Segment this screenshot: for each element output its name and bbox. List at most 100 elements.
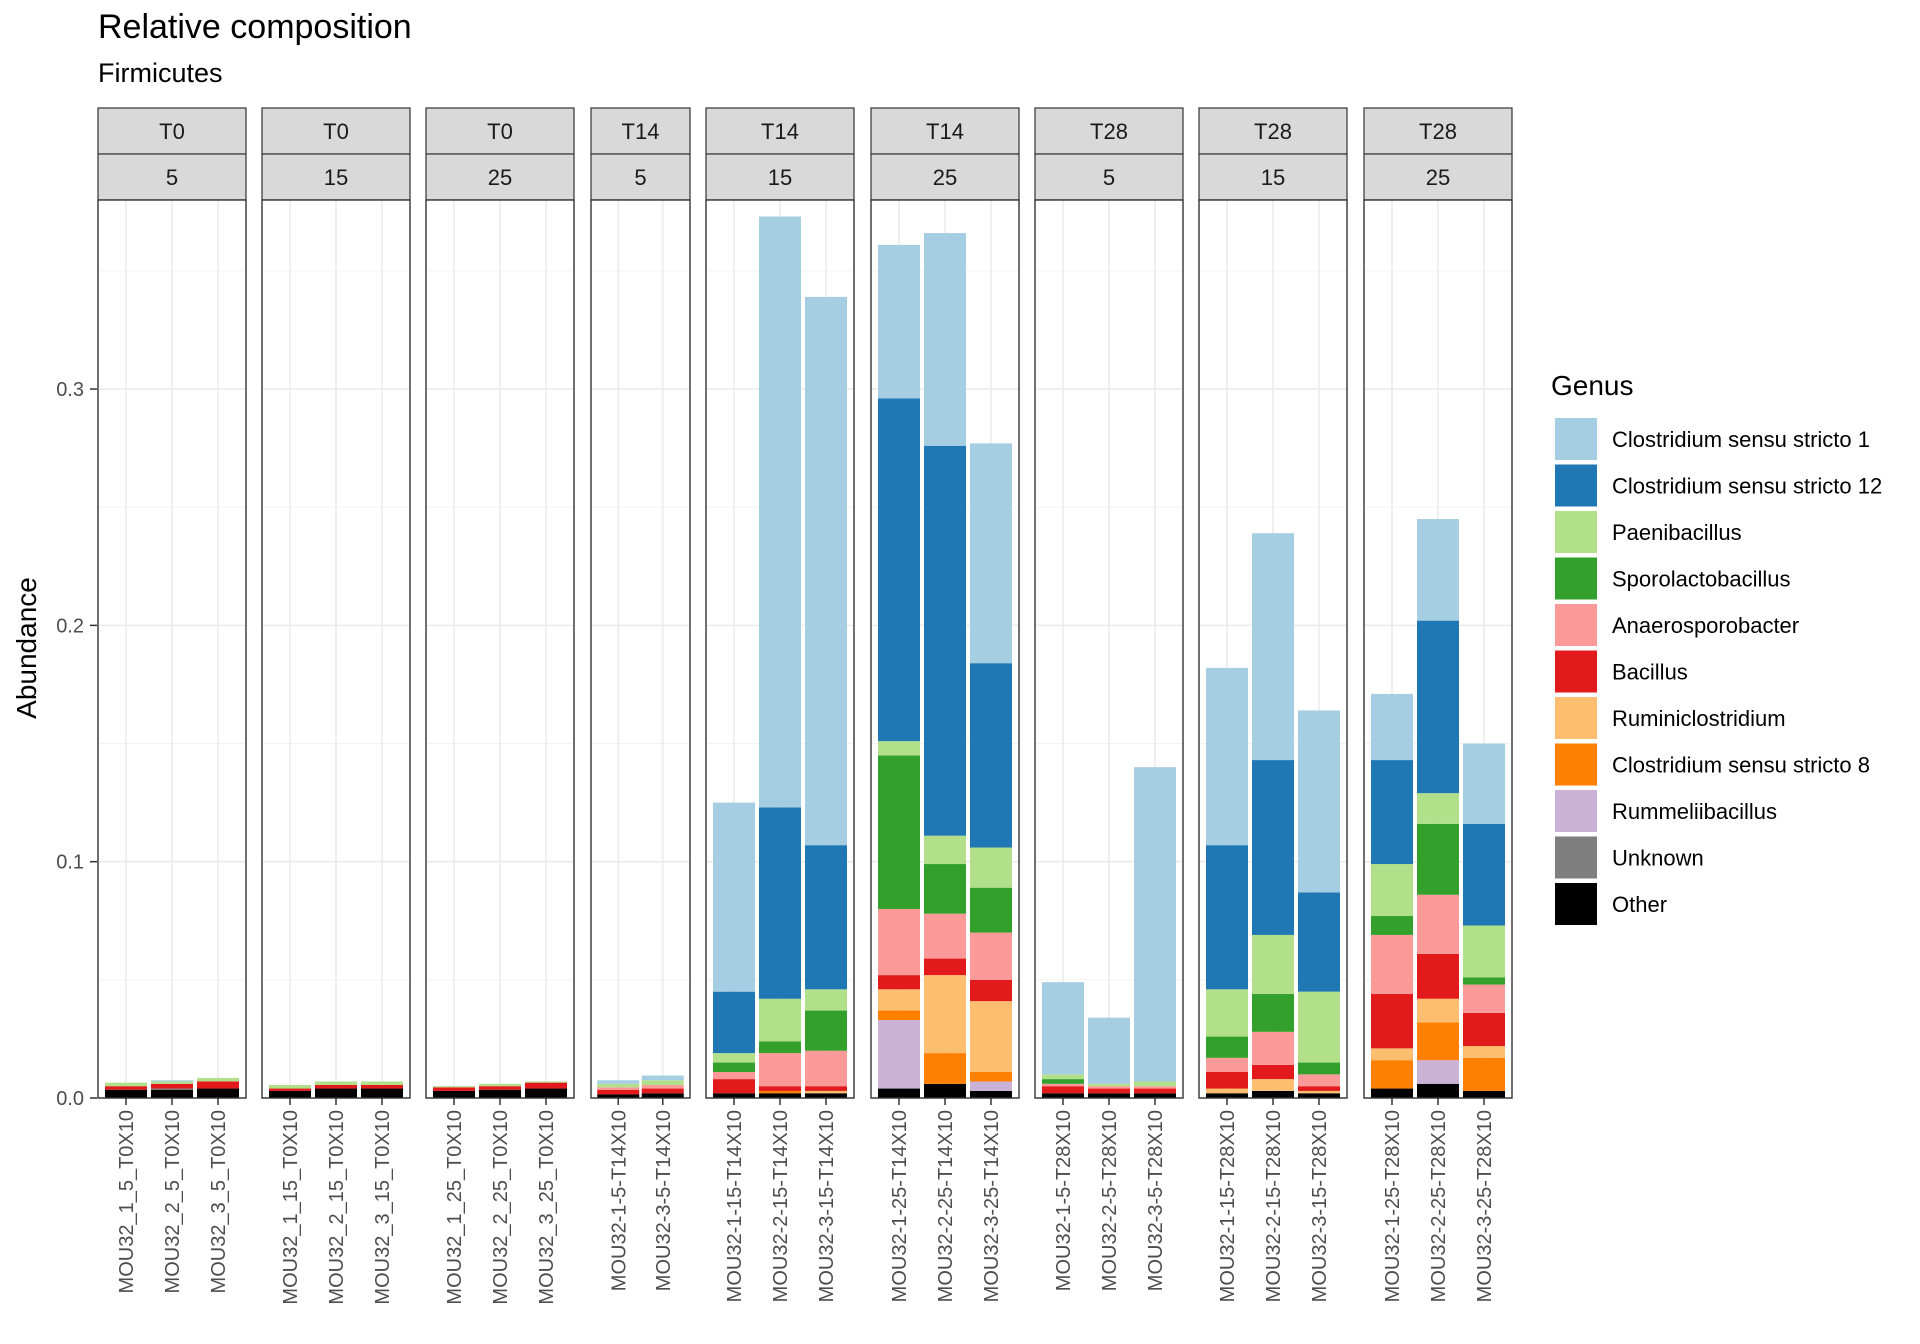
x-tick-label: MOU32-3-5-T28X10 [1145, 1110, 1167, 1291]
bar-segment [713, 1093, 755, 1098]
bar-segment [1088, 1088, 1130, 1094]
panel-border [590, 199, 691, 1099]
facet-strip-temp [870, 153, 1020, 201]
legend-label: Ruminiclostridium [1612, 706, 1786, 731]
bar-segment [1463, 977, 1505, 985]
bar-segment [1134, 1088, 1176, 1094]
x-tick-label: MOU32_1_5_T0X10 [116, 1110, 138, 1293]
bar-segment [1206, 1088, 1248, 1094]
panel-border [1363, 199, 1513, 1099]
legend-swatch [1555, 418, 1597, 460]
facet-strip-temp-label: 25 [933, 165, 957, 190]
bar-segment [1371, 1048, 1413, 1061]
x-tick-label: MOU32_2_25_T0X10 [490, 1110, 512, 1305]
bar-segment [924, 975, 966, 1054]
bar-segment [1042, 1083, 1084, 1087]
facet-strip-time-label: T0 [323, 119, 349, 144]
bar-segment [151, 1080, 193, 1082]
bar-segment [479, 1089, 521, 1098]
facet-strip-time [261, 107, 411, 155]
panel-border [1198, 199, 1348, 1099]
facet-strip-time-label: T28 [1090, 119, 1128, 144]
legend-label: Clostridium sensu stricto 1 [1612, 427, 1870, 452]
facet-strip-temp-label: 15 [324, 165, 348, 190]
legend: Genus Clostridium sensu stricto 1 Clostri… [1551, 370, 1882, 925]
bar-segment [433, 1090, 475, 1098]
x-tick-label: MOU32-2-15-T14X10 [770, 1110, 792, 1302]
facet-strip-temp [705, 153, 855, 201]
x-tick-label: MOU32-2-5-T28X10 [1099, 1110, 1121, 1291]
bar-segment [1134, 1081, 1176, 1087]
bar-segment [1042, 1074, 1084, 1080]
bar-segment [105, 1082, 147, 1087]
x-tick-label: MOU32-3-25-T28X10 [1474, 1110, 1496, 1302]
facet-strip-time [1363, 107, 1513, 155]
bar-segment [525, 1082, 567, 1089]
legend-swatch [1555, 883, 1597, 925]
bar-segment [1417, 1060, 1459, 1084]
facet-strip-temp-label: 5 [166, 165, 178, 190]
bar-segment [970, 1072, 1012, 1082]
legend-label: Bacillus [1612, 660, 1688, 685]
legend-swatch [1555, 511, 1597, 553]
bar-segment [1371, 1060, 1413, 1089]
facet-panel: T14 5 MOU32-1-5-T14X10 MOU32-3-5-T14X10 [590, 107, 691, 1291]
bar-segment [1206, 667, 1248, 846]
x-tick-label: MOU32_2_5_T0X10 [162, 1110, 184, 1293]
bar-segment [1417, 793, 1459, 824]
bar-segment [1463, 743, 1505, 824]
legend-label: Anaerosporobacter [1612, 613, 1799, 638]
legend-swatch [1555, 743, 1597, 786]
bar-segment [1042, 982, 1084, 1075]
facet-strip-temp-label: 5 [1103, 165, 1115, 190]
bar-segment [1134, 1093, 1176, 1098]
bar-segment [970, 1090, 1012, 1098]
bar-segment [970, 847, 1012, 888]
bar-segment [269, 1088, 311, 1091]
bar-segment [315, 1085, 357, 1089]
bar-segment [805, 1010, 847, 1051]
bar-segment [1298, 892, 1340, 992]
legend-swatch [1555, 464, 1597, 507]
y-tick-label: 0.0 [56, 1088, 84, 1110]
bar-segment [759, 1093, 801, 1098]
bar-segment [1371, 693, 1413, 761]
bar-segment [805, 1090, 847, 1094]
bar-segment [759, 1086, 801, 1091]
legend-label: Clostridium sensu stricto 8 [1612, 753, 1870, 778]
panel-border [870, 199, 1020, 1099]
bar-segment [713, 1053, 755, 1063]
bar-segment [1463, 1046, 1505, 1058]
x-tick-label: MOU32-3-25-T14X10 [981, 1110, 1003, 1302]
facet-panel: T14 15 MOU32-1-15-T14X10 MOU32-2-15-T14X10 M… [705, 107, 855, 1302]
legend-label: Unknown [1612, 846, 1704, 871]
panel-border [425, 199, 575, 1099]
bar-segment [759, 998, 801, 1042]
facet-strip-temp [261, 153, 411, 201]
panel-border [1034, 199, 1184, 1099]
bar-segment [1371, 760, 1413, 865]
bar-segment [1463, 1012, 1505, 1047]
bar-segment [1088, 1086, 1130, 1089]
bar-segment [924, 864, 966, 914]
bar-segment [197, 1081, 239, 1089]
bar-segment [1417, 823, 1459, 895]
bar-segment [878, 1088, 920, 1098]
facet-panel: T14 25 MOU32-1-25-T14X10 MOU32-2-25-T14X10 M… [870, 107, 1020, 1302]
facet-panels: T0 5 MOU32_1_5_T0X10 MOU32_2_5_T0X10 MOU32_3… [97, 107, 1513, 1305]
facet-strip-temp-label: 15 [1261, 165, 1285, 190]
bar-segment [315, 1081, 357, 1086]
bar-segment [641, 1075, 684, 1081]
x-tick-label: MOU32-1-15-T14X10 [724, 1110, 746, 1302]
bar-segment [1134, 1086, 1176, 1089]
y-tick-label: 0.2 [56, 615, 84, 637]
bar-segment [1463, 1057, 1505, 1091]
bar-segment [597, 1080, 640, 1084]
bar-segment [597, 1083, 640, 1088]
bar-segment [105, 1089, 147, 1098]
bar-segment [924, 1053, 966, 1084]
bar-segment [713, 1072, 755, 1080]
bar-segment [1417, 953, 1459, 999]
bar-segment [597, 1089, 640, 1095]
facet-panel: T28 5 MOU32-1-5-T28X10 MOU32-2-5-T28X10 MOU3… [1034, 107, 1184, 1291]
